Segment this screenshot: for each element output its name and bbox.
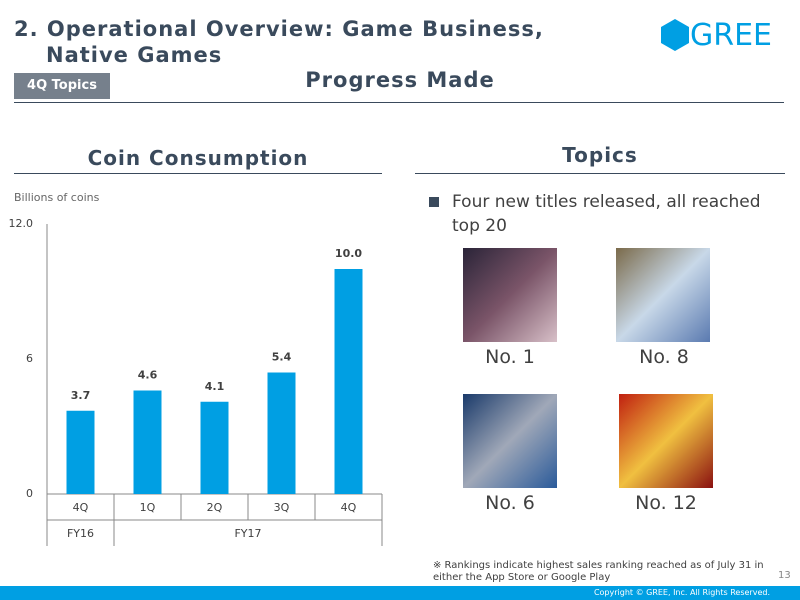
rank: No. 1 — [485, 346, 535, 368]
bar — [334, 269, 363, 494]
group-label: FY17 — [234, 527, 261, 540]
copyright: Copyright © GREE, Inc. All Rights Reserv… — [593, 588, 770, 597]
y-tick-label: 0 — [26, 487, 33, 500]
bullet-text: Four new titles released, all reached to… — [452, 192, 761, 236]
data-label: 10.0 — [335, 247, 362, 260]
topics-title: Topics — [562, 143, 638, 167]
slide-title: 2. Operational Overview: Game Business, N… — [14, 16, 544, 68]
y-axis-label: Billions of coins — [14, 191, 100, 204]
bar — [133, 390, 162, 494]
footer: Copyright © GREE, Inc. All Rights Reserv… — [0, 586, 800, 600]
note: ※ Rankings indicate highest sales rankin… — [433, 560, 764, 583]
divider — [14, 102, 784, 103]
x-tick-label: 2Q — [207, 501, 223, 514]
bar — [267, 372, 296, 494]
game-icon — [463, 394, 557, 488]
tag: 4Q Topics — [14, 73, 110, 99]
logo-hex — [661, 19, 689, 51]
chart: Billions of coins 0 6 12.0 4Q 3.7 1Q 4.6 2Q 4.1 3… — [9, 191, 383, 546]
x-tick-label: 1Q — [140, 501, 156, 514]
divider — [415, 173, 785, 174]
y-tick-label: 6 — [26, 352, 33, 365]
rank: No. 6 — [485, 492, 535, 514]
logo: GREE — [690, 18, 773, 53]
game-icon — [463, 248, 557, 342]
game-icon — [616, 248, 710, 342]
data-label: 4.1 — [205, 380, 225, 393]
x-tick-label: 3Q — [274, 501, 290, 514]
data-label: 4.6 — [138, 369, 158, 382]
bar — [66, 410, 95, 494]
data-label: 5.4 — [272, 351, 292, 364]
rank: No. 12 — [635, 492, 697, 514]
divider — [14, 173, 382, 174]
game-icon — [619, 394, 713, 488]
bar — [200, 401, 229, 494]
subtitle: Progress Made — [305, 68, 495, 92]
x-tick-label: 4Q — [341, 501, 357, 514]
group-label: FY16 — [67, 527, 94, 540]
x-tick-label: 4Q — [73, 501, 89, 514]
rank: No. 8 — [639, 346, 689, 368]
page-number: 13 — [778, 570, 791, 581]
data-label: 3.7 — [71, 389, 91, 402]
chart-title: Coin Consumption — [87, 146, 309, 170]
bullet-mark — [429, 197, 439, 207]
title-line: Native Games — [46, 43, 223, 67]
title-line: 2. Operational Overview: Game Business, — [14, 17, 544, 41]
y-tick-label: 12.0 — [9, 217, 34, 230]
